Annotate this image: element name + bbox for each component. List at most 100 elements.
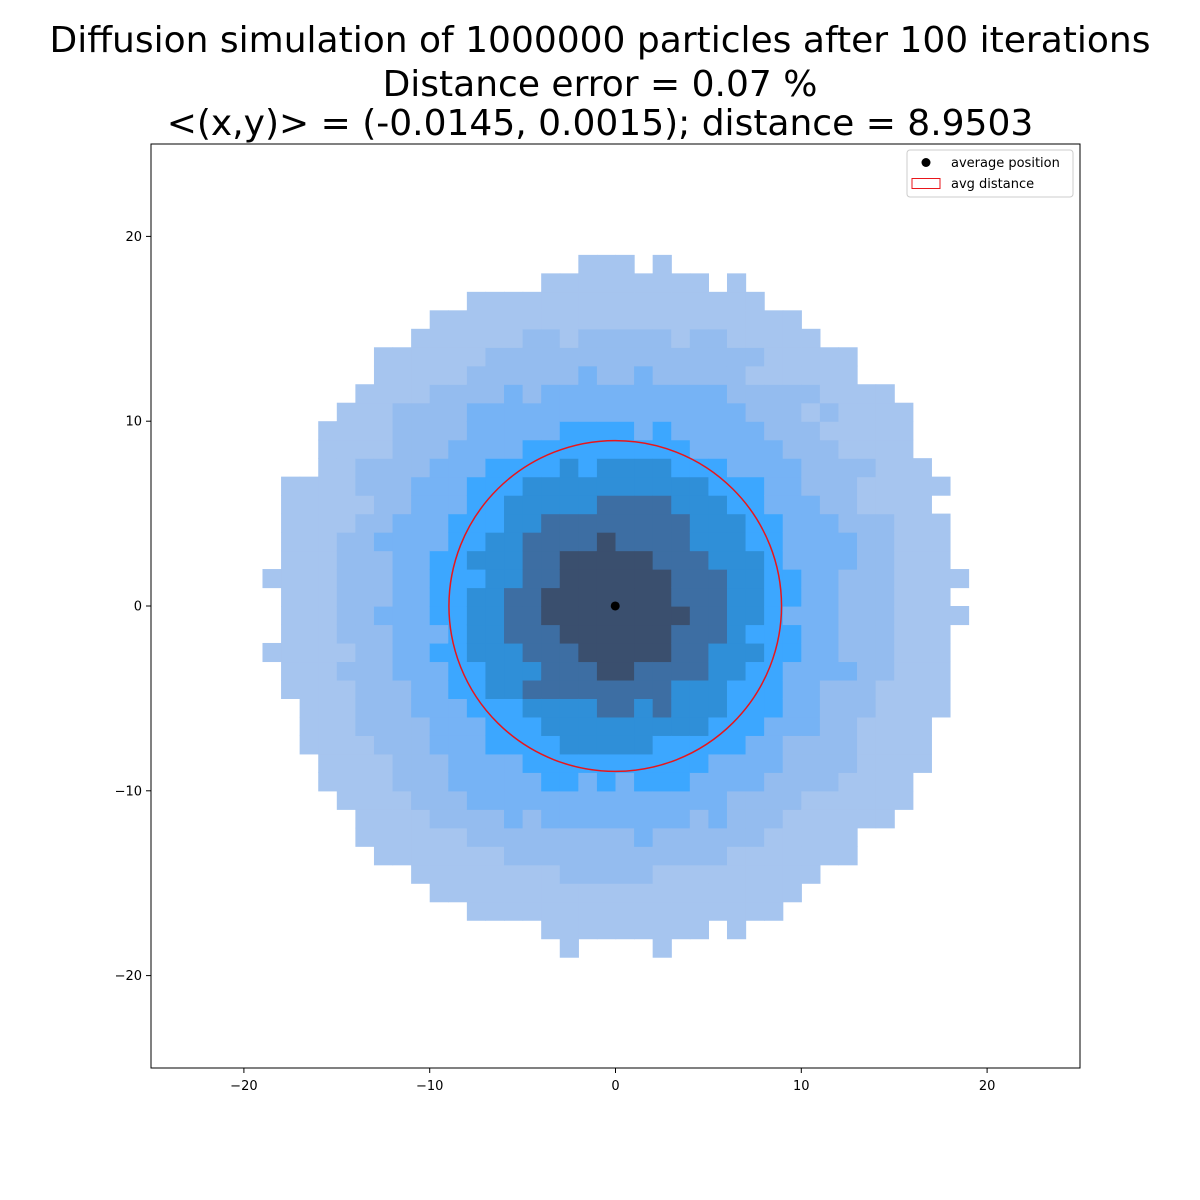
- heatmap-cell: [894, 402, 914, 422]
- heatmap-cell: [931, 606, 951, 626]
- heatmap-cell: [504, 495, 524, 515]
- heatmap-cell: [504, 569, 524, 589]
- heatmap-cell: [504, 735, 524, 755]
- heatmap-cell: [764, 365, 784, 385]
- heatmap-cell: [411, 402, 431, 422]
- heatmap-cell: [764, 495, 784, 515]
- heatmap-cell: [578, 846, 598, 866]
- heatmap-cell: [411, 827, 431, 847]
- heatmap-cell: [875, 439, 895, 459]
- heatmap-cell: [671, 827, 691, 847]
- heatmap-cell: [726, 421, 747, 441]
- heatmap-cell: [504, 606, 524, 626]
- heatmap-cell: [671, 642, 691, 663]
- heatmap-cell: [522, 698, 542, 718]
- heatmap-cell: [485, 716, 505, 736]
- heatmap-cell: [894, 753, 914, 773]
- heatmap-cell: [838, 532, 858, 552]
- heatmap-cell: [782, 883, 802, 903]
- heatmap-cell: [373, 402, 394, 422]
- heatmap-cell: [634, 790, 654, 810]
- heatmap-cell: [652, 716, 672, 736]
- heatmap-cell: [652, 550, 672, 570]
- heatmap-cell: [541, 347, 561, 367]
- heatmap-cell: [931, 513, 951, 533]
- heatmap-cell: [559, 901, 579, 921]
- heatmap-cell: [819, 606, 840, 626]
- heatmap-cell: [578, 735, 598, 755]
- heatmap-cell: [801, 827, 821, 847]
- heatmap-cell: [708, 384, 728, 404]
- heatmap-cell: [801, 532, 821, 552]
- heatmap-cell: [373, 495, 394, 515]
- heatmap-cell: [522, 606, 542, 626]
- legend-label-average-position: average position: [951, 156, 1060, 171]
- heatmap-cell: [392, 716, 412, 736]
- heatmap-cell: [485, 883, 505, 903]
- heatmap-cell: [819, 347, 840, 367]
- heatmap-cell: [838, 809, 858, 829]
- heatmap-cell: [875, 513, 895, 533]
- heatmap-cell: [429, 753, 449, 773]
- heatmap-cell: [578, 827, 598, 847]
- heatmap-cell: [652, 735, 672, 755]
- heatmap-cell: [912, 661, 932, 681]
- heatmap-cell: [596, 661, 617, 681]
- heatmap-cell: [671, 439, 691, 459]
- heatmap-cell: [726, 273, 747, 293]
- heatmap-cell: [336, 753, 356, 773]
- heatmap-cell: [466, 716, 487, 736]
- heatmap-cell: [522, 495, 542, 515]
- heatmap-cell: [392, 384, 412, 404]
- heatmap-cell: [745, 624, 765, 644]
- heatmap-cell: [652, 439, 672, 459]
- heatmap-cell: [541, 587, 561, 607]
- heatmap-cell: [355, 402, 375, 422]
- heatmap-cell: [596, 827, 617, 847]
- heatmap-cell: [504, 864, 524, 884]
- heatmap-cell: [504, 291, 524, 311]
- heatmap-cell: [392, 365, 412, 385]
- heatmap-cell: [429, 827, 449, 847]
- heatmap-cell: [819, 753, 840, 773]
- heatmap-cell: [819, 402, 840, 422]
- heatmap-cell: [912, 476, 932, 496]
- heatmap-cell: [429, 476, 449, 496]
- heatmap-cell: [801, 698, 821, 718]
- heatmap-cell: [652, 753, 672, 773]
- heatmap-cell: [838, 550, 858, 570]
- heatmap-cell: [411, 790, 431, 810]
- heatmap-cell: [596, 476, 617, 496]
- heatmap-cell: [857, 679, 877, 699]
- heatmap-cell: [634, 347, 654, 367]
- heatmap-cell: [299, 587, 319, 607]
- heatmap-cell: [318, 476, 338, 496]
- heatmap-cell: [559, 864, 579, 884]
- heatmap-cell: [708, 827, 728, 847]
- heatmap-cell: [541, 864, 561, 884]
- heatmap-cell: [355, 809, 375, 829]
- heatmap-cell: [485, 513, 505, 533]
- heatmap-cell: [764, 458, 784, 478]
- heatmap-cell: [448, 310, 468, 330]
- heatmap-cell: [689, 606, 709, 626]
- heatmap-cell: [578, 809, 598, 829]
- heatmap-cell: [466, 883, 487, 903]
- heatmap-cell: [801, 606, 821, 626]
- heatmap-cell: [894, 661, 914, 681]
- heatmap-cell: [596, 698, 617, 718]
- heatmap-cell: [559, 513, 579, 533]
- heatmap-cell: [912, 550, 932, 570]
- heatmap-cell: [448, 458, 468, 478]
- heatmap-cell: [708, 846, 728, 866]
- heatmap-cell: [411, 846, 431, 866]
- heatmap-cell: [522, 864, 542, 884]
- heatmap-cell: [671, 772, 691, 792]
- heatmap-cell: [745, 347, 765, 367]
- heatmap-cell: [912, 458, 932, 478]
- heatmap-cell: [541, 790, 561, 810]
- heatmap-cell: [689, 901, 709, 921]
- heatmap-cell: [634, 550, 654, 570]
- heatmap-cell: [485, 384, 505, 404]
- heatmap-cell: [318, 679, 338, 699]
